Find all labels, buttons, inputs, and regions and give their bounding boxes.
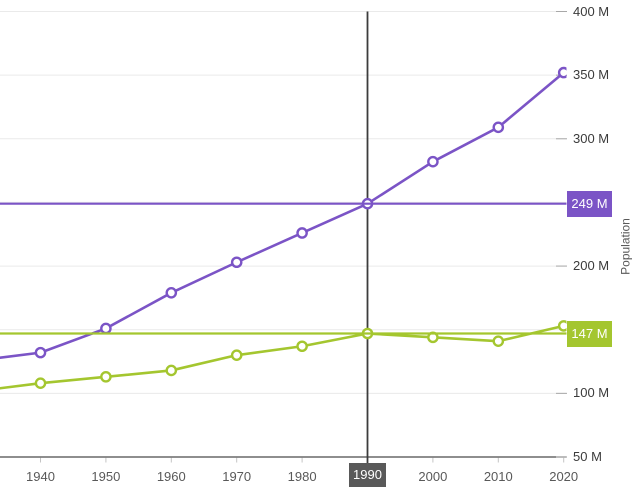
green-series-point[interactable] <box>100 371 112 383</box>
purple-series-point[interactable] <box>492 121 505 134</box>
x-axis-tick-label: 2000 <box>418 469 448 484</box>
green-series-point[interactable] <box>230 349 243 361</box>
purple-series-line[interactable] <box>0 71 566 360</box>
x-axis-tick-label: 1940 <box>26 469 55 484</box>
x-axis-tick-label: 1980 <box>287 469 317 484</box>
purple-series-point[interactable] <box>34 346 47 359</box>
crosshair-value-badge-purple: 249 M <box>567 190 612 217</box>
plot-area[interactable] <box>0 12 567 464</box>
y-axis-tick-label: 50 M <box>573 449 602 464</box>
x-axis-tick-label: 1970 <box>222 469 252 484</box>
crosshair-year-badge: 1990 <box>349 463 386 487</box>
y-axis-tick-label: 350 M <box>573 67 610 83</box>
purple-series-point[interactable] <box>427 155 439 168</box>
crosshair-value-badge-green: 147 M <box>567 320 612 347</box>
y-axis-tick-label: 400 M <box>573 3 610 19</box>
purple-series-point[interactable] <box>296 227 308 239</box>
x-axis-tick-label: 1950 <box>91 469 121 484</box>
y-axis-tick-label: 300 M <box>573 130 610 146</box>
y-axis-tick-label: 100 M <box>573 385 610 401</box>
green-series-point[interactable] <box>296 340 308 353</box>
green-series-point[interactable] <box>165 364 178 377</box>
green-series-point[interactable] <box>557 320 568 332</box>
green-series-point[interactable] <box>34 377 47 389</box>
purple-series-point[interactable] <box>230 256 243 269</box>
y-axis-tick-label: 200 M <box>573 258 610 274</box>
x-axis-tick-label: 2010 <box>483 469 513 484</box>
purple-series-point[interactable] <box>100 322 112 335</box>
purple-series-point[interactable] <box>165 287 178 299</box>
x-axis-tick-label: 2020 <box>549 469 579 484</box>
x-axis-tick-label: 1960 <box>156 469 186 484</box>
green-series-point[interactable] <box>492 335 505 347</box>
y-axis-title: Population <box>618 218 633 275</box>
green-series-line[interactable] <box>0 324 566 390</box>
purple-series-point[interactable] <box>557 66 568 79</box>
